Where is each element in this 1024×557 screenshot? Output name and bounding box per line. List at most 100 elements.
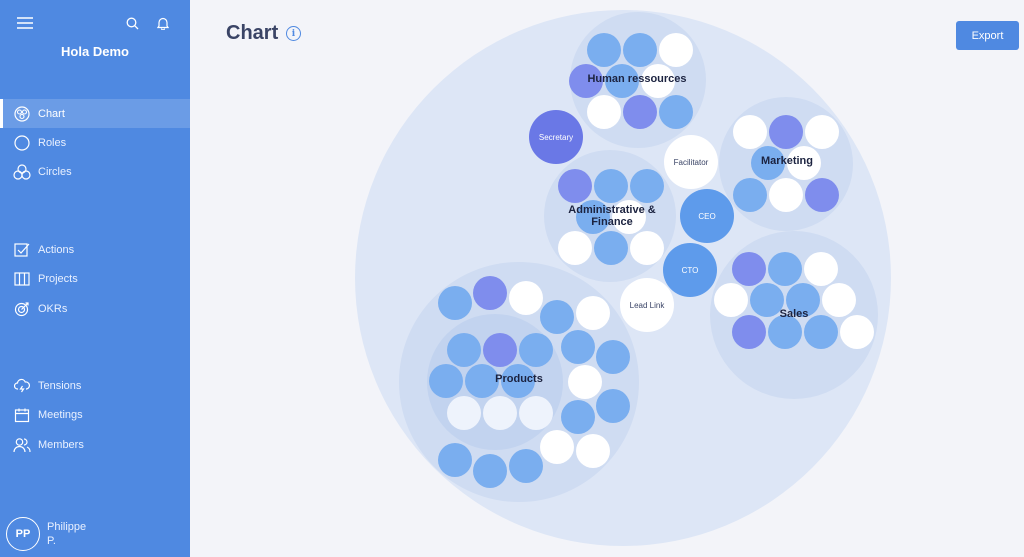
role-circle[interactable] [630, 231, 664, 265]
sidebar-item-label: Tensions [38, 379, 82, 392]
role-circle[interactable] [447, 396, 481, 430]
role-circle[interactable] [605, 64, 639, 98]
role-circle[interactable] [804, 252, 838, 286]
role-facilitator[interactable] [664, 135, 718, 189]
role-circle[interactable] [447, 333, 481, 367]
role-circle[interactable] [786, 283, 820, 317]
role-circle[interactable] [438, 443, 472, 477]
role-circle[interactable] [805, 178, 839, 212]
kanban-icon [12, 269, 32, 289]
sidebar-item-members[interactable]: Members [0, 430, 190, 459]
chart-icon [12, 104, 32, 124]
circle-label-admin-line2: Finance [591, 216, 633, 228]
user-profile[interactable]: PP Philippe P. [6, 517, 97, 551]
role-circle[interactable] [501, 364, 535, 398]
role-lead-link[interactable] [620, 278, 674, 332]
role-circle[interactable] [751, 146, 785, 180]
role-circle[interactable] [519, 333, 553, 367]
role-circle[interactable] [438, 286, 472, 320]
role-circle[interactable] [473, 276, 507, 310]
role-circle[interactable] [750, 283, 784, 317]
hamburger-icon[interactable] [14, 12, 36, 34]
role-circle[interactable] [805, 115, 839, 149]
role-circle[interactable] [558, 169, 592, 203]
role-circle[interactable] [659, 95, 693, 129]
role-label-facilitator: Facilitator [674, 158, 709, 167]
role-circle[interactable] [540, 430, 574, 464]
role-cto[interactable] [663, 243, 717, 297]
role-circle[interactable] [733, 115, 767, 149]
sidebar-item-label: Actions [38, 243, 75, 256]
role-ceo[interactable] [680, 189, 734, 243]
sidebar-item-okrs[interactable]: OKRs [0, 294, 190, 323]
sidebar-item-roles[interactable]: Roles [0, 128, 190, 157]
bell-icon[interactable] [152, 12, 174, 34]
role-circle[interactable] [576, 296, 610, 330]
role-circle[interactable] [769, 115, 803, 149]
role-circle[interactable] [576, 200, 610, 234]
role-circle[interactable] [822, 283, 856, 317]
sidebar-item-meetings[interactable]: Meetings [0, 400, 190, 429]
role-circle[interactable] [732, 315, 766, 349]
role-circle[interactable] [594, 231, 628, 265]
role-circle[interactable] [483, 396, 517, 430]
role-circle[interactable] [558, 231, 592, 265]
avatar[interactable]: PP [6, 517, 40, 551]
role-circle[interactable] [840, 315, 874, 349]
sidebar-item-label: Projects [38, 272, 78, 285]
role-circle[interactable] [473, 454, 507, 488]
sidebar-item-circles[interactable]: Circles [0, 157, 190, 186]
role-circle[interactable] [768, 252, 802, 286]
export-button[interactable]: Export [956, 21, 1019, 50]
role-label-ceo: CEO [698, 212, 715, 221]
role-circle[interactable] [804, 315, 838, 349]
sidebar-item-chart[interactable]: Chart [0, 99, 190, 128]
role-circle[interactable] [569, 64, 603, 98]
role-circle[interactable] [768, 315, 802, 349]
products-roles [438, 276, 630, 488]
sidebar-item-tensions[interactable]: Tensions [0, 371, 190, 400]
target-icon [12, 299, 32, 319]
role-circle[interactable] [733, 178, 767, 212]
role-circle[interactable] [714, 283, 748, 317]
hr-roles [569, 33, 693, 129]
role-circle[interactable] [787, 146, 821, 180]
role-circle[interactable] [483, 333, 517, 367]
role-circle[interactable] [659, 33, 693, 67]
role-circle[interactable] [509, 281, 543, 315]
role-circle[interactable] [732, 252, 766, 286]
role-circle[interactable] [594, 169, 628, 203]
role-circle[interactable] [540, 300, 574, 334]
checkbox-icon [12, 240, 32, 260]
search-icon[interactable] [121, 12, 143, 34]
role-circle[interactable] [509, 449, 543, 483]
info-icon[interactable]: i [286, 26, 301, 41]
role-circle[interactable] [587, 95, 621, 129]
role-circle[interactable] [429, 364, 463, 398]
role-secretary[interactable] [529, 110, 583, 164]
role-circle[interactable] [630, 169, 664, 203]
role-label-lead-link: Lead Link [630, 301, 666, 310]
circle-label-products: Products [495, 373, 543, 385]
circle-label-human-resources: Human ressources [587, 73, 686, 85]
role-circle[interactable] [596, 389, 630, 423]
role-circle[interactable] [623, 33, 657, 67]
sidebar-item-actions[interactable]: Actions [0, 235, 190, 264]
sidebar-item-projects[interactable]: Projects [0, 264, 190, 293]
role-label-secretary: Secretary [539, 133, 573, 142]
role-circle[interactable] [519, 396, 553, 430]
role-circle[interactable] [576, 434, 610, 468]
role-circle[interactable] [561, 330, 595, 364]
sidebar-item-label: Chart [38, 107, 65, 120]
role-circle[interactable] [561, 400, 595, 434]
role-circle[interactable] [568, 365, 602, 399]
role-circle[interactable] [769, 178, 803, 212]
role-circle[interactable] [465, 364, 499, 398]
role-circle[interactable] [612, 200, 646, 234]
role-circle[interactable] [596, 340, 630, 374]
circle-label-marketing: Marketing [761, 155, 813, 167]
role-circle[interactable] [641, 64, 675, 98]
role-circle[interactable] [587, 33, 621, 67]
role-circle[interactable] [623, 95, 657, 129]
